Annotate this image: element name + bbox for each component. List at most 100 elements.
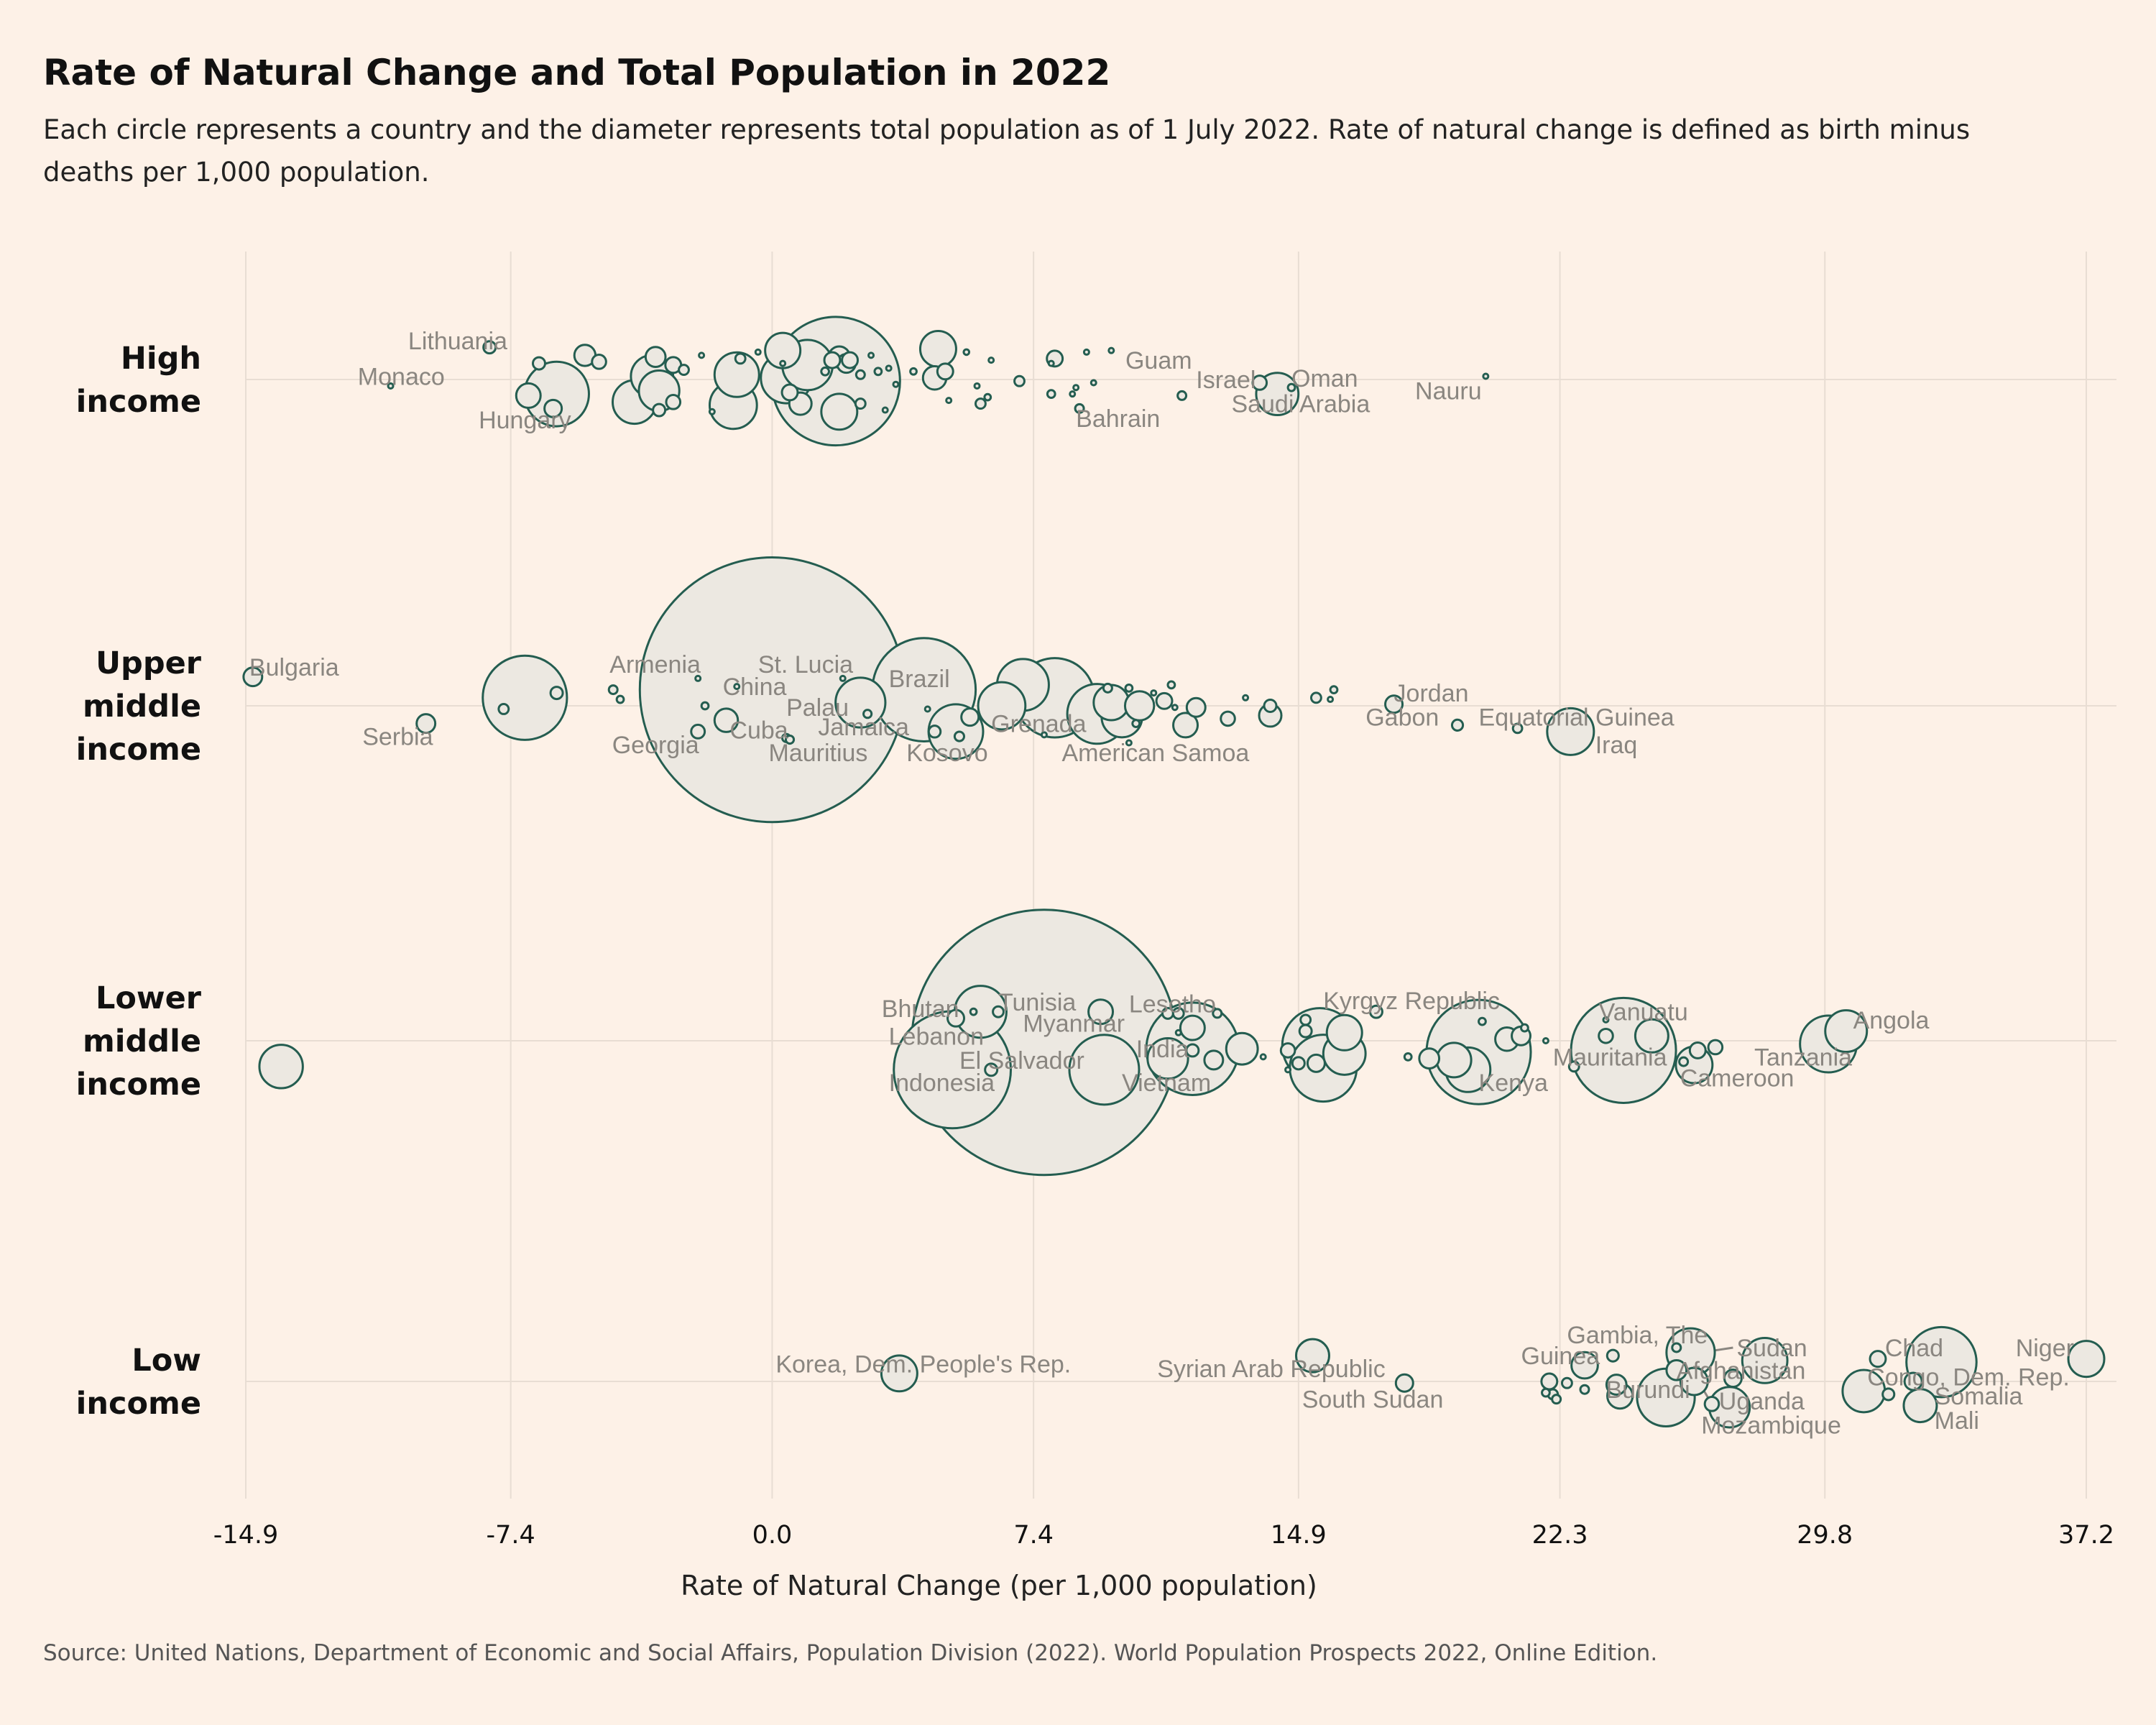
country-bubble — [960, 707, 980, 727]
country-bubble — [652, 402, 667, 418]
country-bubble — [591, 354, 607, 370]
country-bubble — [909, 367, 918, 376]
country-bubble — [1131, 719, 1141, 729]
country-bubble — [1541, 1387, 1551, 1398]
country-bubble — [665, 394, 682, 410]
country-bubble — [1384, 694, 1404, 714]
country-bubble — [1546, 707, 1595, 756]
country-bubble — [1881, 1387, 1896, 1402]
country-bubble — [1634, 1018, 1669, 1054]
country-bubble — [532, 356, 546, 371]
country-label: Tanzania — [1754, 1044, 1852, 1071]
country-label: Sudan — [1736, 1335, 1807, 1362]
country-bubble — [713, 351, 760, 398]
country-bubble — [1560, 1376, 1573, 1389]
country-label: Mauritius — [769, 740, 868, 767]
country-bubble — [1567, 1060, 1580, 1073]
country-bubble — [1482, 372, 1490, 380]
country-label: Gambia, The — [1567, 1322, 1708, 1349]
country-bubble — [1703, 1396, 1720, 1412]
country-bubble — [1299, 1013, 1312, 1026]
gridlines — [245, 252, 2116, 1499]
chart-subtitle-line-2: deaths per 1,000 population. — [43, 157, 429, 188]
country-bubble — [1520, 1023, 1529, 1033]
country-label: Cuba — [729, 717, 788, 745]
country-label: Syrian Arab Republic — [1157, 1356, 1386, 1383]
x-axis-label: Rate of Natural Change (per 1,000 popula… — [681, 1570, 1317, 1601]
country-label: Angola — [1853, 1007, 1930, 1034]
source-note: Source: United Nations, Department of Ec… — [43, 1640, 1657, 1666]
country-bubble — [1306, 1053, 1326, 1073]
x-tick-label: 22.3 — [1532, 1521, 1588, 1550]
country-bubble — [1242, 694, 1250, 702]
country-bubble — [644, 346, 667, 368]
country-bubble — [1325, 1013, 1363, 1052]
country-bubble — [1606, 1348, 1620, 1363]
country-bubble — [1284, 1066, 1292, 1074]
x-tick-label: -14.9 — [213, 1521, 279, 1550]
country-bubble — [1605, 1374, 1628, 1396]
x-tick-label: 0.0 — [752, 1521, 793, 1550]
country-bubble — [1435, 1041, 1473, 1079]
x-tick-label: -7.4 — [487, 1521, 535, 1550]
country-bubble — [1902, 1388, 1938, 1424]
country-label: Bahrain — [1076, 405, 1160, 433]
country-bubble — [1171, 1006, 1185, 1020]
country-bubble — [1540, 1372, 1559, 1391]
country-label: Vietnam — [1122, 1070, 1211, 1097]
country-bubble — [984, 1062, 999, 1077]
country-bubble — [1068, 1034, 1141, 1106]
country-bubble — [1069, 390, 1077, 398]
country-label: El Salvador — [959, 1047, 1084, 1075]
category-label: Lower — [96, 980, 202, 1016]
category-label: middle — [83, 1024, 201, 1059]
country-bubble — [242, 666, 264, 688]
country-bubble — [694, 674, 702, 682]
category-label: income — [76, 732, 201, 768]
country-label: Bhutan — [882, 995, 959, 1023]
country-bubble — [1298, 1024, 1313, 1039]
country-bubble — [1309, 691, 1322, 704]
country-label: Burundi — [1606, 1376, 1690, 1404]
country-label: Grenada — [991, 711, 1086, 738]
category-label: income — [76, 1386, 201, 1422]
country-bubble — [1123, 690, 1156, 722]
country-bubble — [1172, 712, 1199, 739]
country-bubble — [839, 674, 847, 682]
country-bubble — [1511, 722, 1524, 735]
country-bubble — [953, 730, 966, 742]
country-label: Kenya — [1479, 1070, 1548, 1097]
country-bubble — [1329, 685, 1339, 694]
country-bubble — [1368, 1004, 1383, 1019]
country-bubble — [754, 348, 762, 356]
country-bubble — [779, 359, 787, 367]
country-bubble — [482, 654, 568, 741]
country-bubble — [881, 406, 889, 414]
country-bubble — [1869, 1350, 1887, 1368]
country-bubble — [1013, 374, 1026, 387]
country-bubble — [678, 364, 690, 376]
country-bubble — [713, 707, 740, 733]
country-bubble — [854, 369, 866, 380]
country-label: Indonesia — [889, 1070, 995, 1097]
country-bubble — [1688, 1041, 1707, 1059]
country-label: American Samoa — [1061, 740, 1249, 767]
country-label: Palau — [786, 694, 849, 722]
country-bubble — [1174, 1029, 1182, 1036]
country-label: Bulgaria — [249, 654, 339, 681]
country-bubble — [1047, 359, 1055, 367]
country-bubble — [1279, 1042, 1296, 1059]
category-label: middle — [83, 689, 201, 724]
country-bubble — [1542, 1037, 1549, 1044]
country-bubble — [1082, 348, 1090, 356]
country-bubble — [1072, 384, 1080, 392]
country-label: Vanuatu — [1599, 999, 1688, 1026]
country-bubble — [992, 1005, 1005, 1018]
country-bubble — [1602, 1016, 1610, 1024]
country-bubble — [1212, 1008, 1223, 1019]
country-bubble — [1295, 1338, 1330, 1374]
country-bubble — [1220, 710, 1236, 727]
country-label: Mali — [1935, 1407, 1979, 1435]
country-bubble — [549, 686, 564, 701]
